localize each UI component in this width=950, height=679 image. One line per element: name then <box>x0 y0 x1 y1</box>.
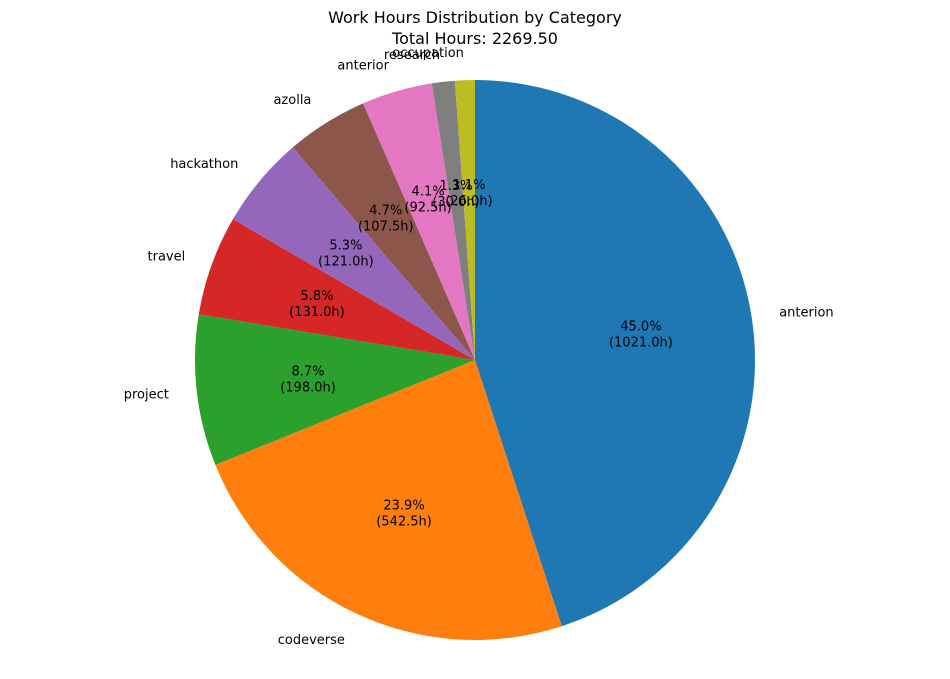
slice-value-azolla: (107.5h) <box>358 220 414 235</box>
slice-pct-project: 8.7% <box>291 364 324 379</box>
pie-slice-project <box>195 314 475 465</box>
slice-label-occupation: occupation <box>392 46 464 61</box>
pie-slices <box>195 80 756 640</box>
slice-value-travel: (131.0h) <box>289 305 345 320</box>
slice-pct-research: 1.3% <box>439 179 472 194</box>
pie-slice-occupation <box>454 80 475 360</box>
slice-pct-anterion: 45.0% <box>620 320 661 335</box>
slice-pct-azolla: 4.7% <box>369 204 402 219</box>
slice-label-travel: travel <box>148 250 186 265</box>
slice-value-anterior: (92.5h) <box>404 201 451 216</box>
pie-slice-codeverse <box>215 360 562 640</box>
slice-label-hackathon: hackathon <box>170 157 238 172</box>
pie-slice-azolla <box>292 103 475 361</box>
slice-label-project: project <box>124 388 169 403</box>
pie-slice-anterion <box>475 80 756 627</box>
slice-value-hackathon: (121.0h) <box>318 254 374 269</box>
pie-slice-hackathon <box>232 147 475 360</box>
pie-slice-anterior <box>363 83 475 361</box>
slice-label-azolla: azolla <box>273 93 311 108</box>
slice-label-research: research <box>384 48 440 63</box>
slice-pct-travel: 5.8% <box>300 289 333 304</box>
slice-value-anterion: (1021.0h) <box>609 336 673 351</box>
pie-slice-travel <box>198 219 475 360</box>
slice-value-research: (30.0h) <box>432 195 479 210</box>
slice-pct-hackathon: 5.3% <box>329 238 362 253</box>
chart-subtitle: Total Hours: 2269.50 <box>391 29 558 48</box>
slice-pct-anterior: 4.1% <box>412 185 445 200</box>
slice-value-codeverse: (542.5h) <box>376 514 432 529</box>
slice-label-anterion: anterion <box>779 306 833 321</box>
slice-value-occupation: (26.0h) <box>445 194 492 209</box>
pie-slice-research <box>431 80 475 360</box>
pie-labels: anterion 45.0%(1021.0h) codeverse 23.9%(542… <box>124 46 834 648</box>
chart-title: Work Hours Distribution by Category <box>328 8 622 27</box>
slice-pct-codeverse: 23.9% <box>383 498 424 513</box>
slice-label-anterior: anterior <box>337 58 389 73</box>
slice-label-codeverse: codeverse <box>278 633 345 648</box>
slice-pct-occupation: 1.1% <box>452 178 485 193</box>
slice-value-project: (198.0h) <box>280 380 336 395</box>
